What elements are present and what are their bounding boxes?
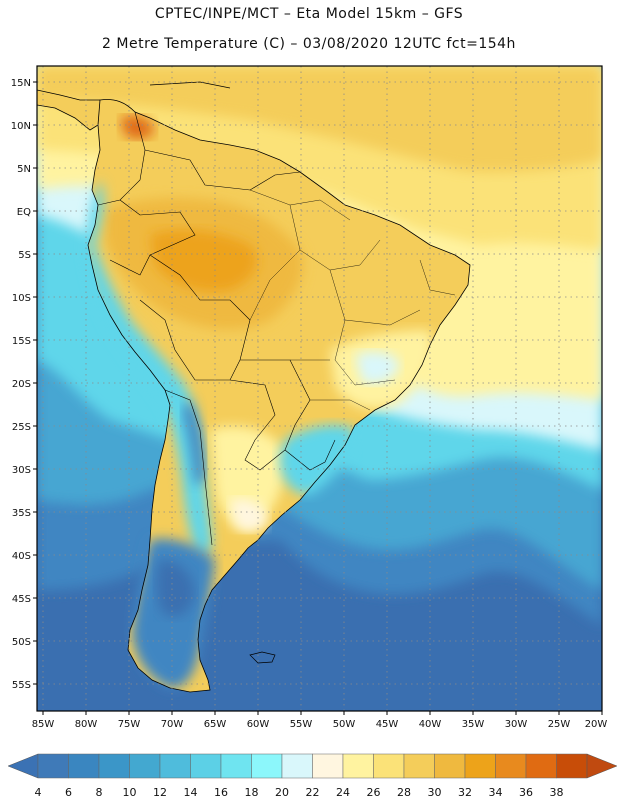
colorbar-swatch — [190, 753, 222, 779]
chart-title-line-2: 2 Metre Temperature (C) – 03/08/2020 12U… — [102, 36, 516, 52]
patagonia-coldest-region — [156, 560, 195, 617]
central-america-coastline — [37, 89, 100, 131]
colorbar-tick-label: 38 — [550, 786, 564, 799]
colorbar-tick-label: 20 — [275, 786, 289, 799]
colorbar-swatch — [37, 753, 69, 779]
colorbar-high-arrow — [586, 753, 618, 779]
lon-label: 50W — [333, 719, 356, 730]
lat-label: 30S — [12, 465, 31, 476]
lon-label: 60W — [247, 719, 270, 730]
colorbar-swatch — [68, 753, 100, 779]
colorbar-tick-labels: 4 6 8 10 12 14 16 18 20 22 24 26 28 30 32 34 36 38 — [35, 786, 564, 799]
lon-label: 45W — [376, 719, 399, 730]
colorbar-swatch — [281, 753, 313, 779]
longitude-labels: 85W 80W 75W 70W 65W 60W 55W 50W 45W 40W … — [32, 719, 608, 730]
latitude-labels: 15N 10N 5N EQ 5S 10S 15S 20S 25S 30S 35S… — [11, 78, 31, 691]
lat-label: 50S — [12, 637, 31, 648]
colorbar-tick-label: 6 — [65, 786, 72, 799]
pampas-warm-region — [210, 426, 286, 531]
colorbar-swatch — [342, 753, 374, 779]
axis-ticks — [33, 81, 603, 715]
lat-label: 10N — [11, 121, 31, 132]
chart-title-line-1: CPTEC/INPE/MCT – Eta Model 15km – GFS — [154, 6, 464, 22]
colorbar-swatch — [98, 753, 130, 779]
lat-label: 35S — [12, 508, 31, 519]
colorbar-swatch — [312, 753, 344, 779]
andes-cold-stripe — [85, 180, 212, 560]
lon-label: 20W — [585, 719, 608, 730]
falkland-islands — [249, 651, 276, 664]
pampas-mild-region — [230, 498, 268, 532]
southern-brazil-cool — [279, 424, 355, 495]
lat-label: 45S — [12, 594, 31, 605]
colorbar-tick-label: 22 — [306, 786, 320, 799]
colorbar-swatch — [220, 753, 252, 779]
lat-label: 20S — [12, 379, 31, 390]
colorbar-tick-label: 36 — [519, 786, 533, 799]
lon-label: 55W — [290, 719, 313, 730]
temperature-map: 15N 10N 5N EQ 5S 10S 15S 20S 25S 30S 35S… — [11, 65, 608, 730]
colorbar-tick-label: 8 — [96, 786, 103, 799]
lon-label: 25W — [548, 719, 571, 730]
colorbar-swatch — [403, 753, 435, 779]
colorbar-swatch — [556, 753, 588, 779]
lon-label: 40W — [419, 719, 442, 730]
colorbar-tick-label: 34 — [489, 786, 503, 799]
colorbar-boxes — [37, 753, 588, 779]
colorbar-tick-label: 10 — [123, 786, 137, 799]
lat-label: 55S — [12, 680, 31, 691]
lat-label: 15N — [11, 78, 31, 89]
lon-label: 85W — [32, 719, 55, 730]
brazil-highlands-cool — [355, 351, 400, 385]
colorbar-tick-label: 16 — [214, 786, 228, 799]
colorbar-swatch — [464, 753, 496, 779]
temperature-colorbar: 4 6 8 10 12 14 16 18 20 22 24 26 28 30 32 34 36 38 — [7, 753, 618, 799]
graticule — [37, 66, 602, 711]
lat-label: 25S — [12, 422, 31, 433]
lat-label: 5N — [17, 164, 31, 175]
lon-label: 70W — [161, 719, 184, 730]
colorbar-tick-label: 30 — [428, 786, 442, 799]
colorbar-low-arrow — [7, 753, 39, 779]
caribbean-islands — [149, 81, 231, 89]
colorbar-tick-label: 4 — [35, 786, 42, 799]
colorbar-tick-label: 12 — [153, 786, 167, 799]
lat-label: EQ — [17, 207, 31, 218]
amazon-hottest-region — [150, 229, 258, 292]
map-field — [37, 66, 602, 711]
lat-label: 10S — [12, 293, 31, 304]
colorbar-tick-label: 18 — [245, 786, 259, 799]
lon-label: 80W — [75, 719, 98, 730]
colorbar-tick-label: 14 — [184, 786, 198, 799]
lon-label: 30W — [505, 719, 528, 730]
colorbar-swatch — [251, 753, 283, 779]
colorbar-swatch — [495, 753, 527, 779]
lat-label: 15S — [12, 336, 31, 347]
lat-label: 40S — [12, 551, 31, 562]
lon-label: 65W — [204, 719, 227, 730]
ocean-equatorial-zone — [37, 66, 602, 172]
lon-label: 75W — [118, 719, 141, 730]
colorbar-tick-label: 24 — [336, 786, 350, 799]
colorbar-tick-label: 26 — [367, 786, 381, 799]
colorbar-swatch — [159, 753, 191, 779]
coastline — [87, 99, 471, 693]
colorbar-swatch — [525, 753, 557, 779]
lon-label: 35W — [462, 719, 485, 730]
colorbar-tick-label: 32 — [458, 786, 472, 799]
colorbar-swatch — [373, 753, 405, 779]
lat-label: 5S — [18, 250, 31, 261]
andes-coldest-stripe — [182, 400, 205, 485]
colorbar-tick-label: 28 — [397, 786, 411, 799]
map-frame — [36, 65, 603, 712]
colorbar-swatch — [434, 753, 466, 779]
colorbar-swatch — [129, 753, 161, 779]
